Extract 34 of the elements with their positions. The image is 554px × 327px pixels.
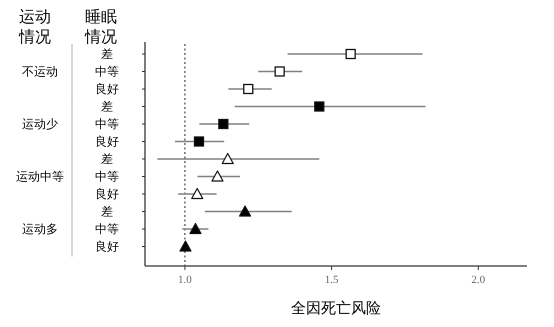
y-tick-label: 良好 xyxy=(95,187,119,201)
y-tick-label: 良好 xyxy=(95,134,119,148)
point xyxy=(194,136,204,147)
y-axis-title: 睡眠情况 xyxy=(84,7,117,46)
legend-title: 运动情况 xyxy=(18,7,51,46)
point xyxy=(222,152,234,164)
point xyxy=(243,84,254,94)
text: 运动多 xyxy=(22,222,58,236)
x-tick-label: 1.5 xyxy=(324,274,339,286)
text: 运动少 xyxy=(22,117,58,131)
text: 运动中等 xyxy=(16,170,64,184)
y-tick-label: 良好 xyxy=(95,240,119,254)
point xyxy=(191,188,204,200)
y-tick-label: 差 xyxy=(101,47,113,61)
point xyxy=(238,205,252,217)
point xyxy=(179,240,192,252)
text: 不运动 xyxy=(22,64,58,78)
point xyxy=(346,48,356,60)
y-tick-label: 中等 xyxy=(95,64,119,78)
y-tick-label: 中等 xyxy=(95,222,119,236)
y-tick-label: 差 xyxy=(101,100,113,114)
y-tick-label: 良好 xyxy=(95,82,119,96)
point xyxy=(189,222,202,234)
point xyxy=(211,170,224,182)
y-tick-label: 中等 xyxy=(95,117,119,131)
x-axis-title: 全因死亡风险 xyxy=(291,299,381,317)
x-tick-label: 1.0 xyxy=(178,274,192,286)
y-tick-label: 差 xyxy=(101,204,113,218)
point xyxy=(274,66,285,77)
y-tick-label: 差 xyxy=(101,152,113,166)
y-tick-label: 中等 xyxy=(95,170,119,184)
x-tick-label: 2.0 xyxy=(471,274,486,286)
point xyxy=(314,101,324,112)
point xyxy=(218,118,228,130)
